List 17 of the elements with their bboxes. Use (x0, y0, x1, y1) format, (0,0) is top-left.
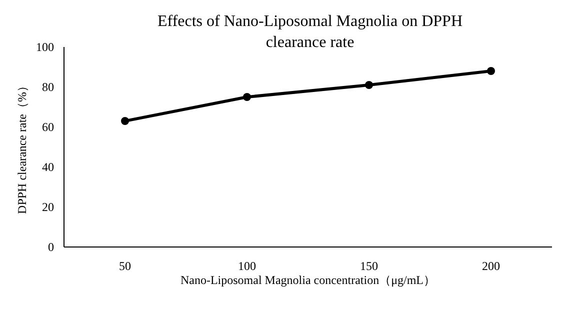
x-tick-label: 150 (360, 259, 378, 273)
chart-title: Effects of Nano-Liposomal Magnolia on DPPH clearance rate (158, 13, 463, 51)
x-tick-label: 100 (238, 259, 256, 273)
y-tick-label: 0 (48, 240, 54, 254)
point (243, 93, 251, 101)
point (487, 67, 495, 75)
y-tick-label: 100 (36, 40, 54, 54)
x-tick-label: 200 (482, 259, 500, 273)
x-tick-label: 50 (119, 259, 131, 273)
y-tick-label: 60 (42, 120, 54, 134)
y-tick-label: 40 (42, 160, 54, 174)
point (365, 81, 373, 89)
y-axis-title: DPPH clearance rate（%） (15, 80, 29, 214)
y-tick-label: 80 (42, 80, 54, 94)
x-axis-title: Nano-Liposomal Magnolia concentration（μg/mL） (180, 273, 436, 287)
point (121, 117, 129, 125)
y-tick-label: 20 (42, 200, 54, 214)
